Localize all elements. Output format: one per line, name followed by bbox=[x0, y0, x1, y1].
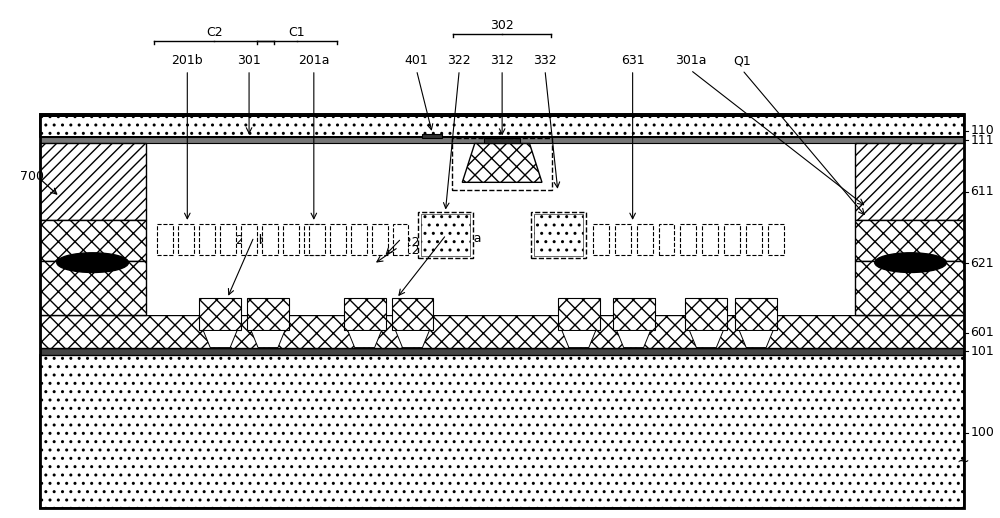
Text: 322: 322 bbox=[447, 54, 471, 67]
Ellipse shape bbox=[875, 253, 946, 272]
Bar bbox=[351, 224, 367, 255]
Text: 222: 222 bbox=[397, 236, 420, 249]
Bar bbox=[746, 224, 762, 255]
Bar bbox=[418, 212, 473, 258]
Bar bbox=[40, 315, 964, 348]
Bar bbox=[531, 212, 586, 258]
Bar bbox=[680, 224, 696, 255]
Text: 601: 601 bbox=[970, 326, 994, 339]
Text: 621: 621 bbox=[970, 256, 994, 270]
Text: 301: 301 bbox=[237, 54, 261, 67]
Text: 631: 631 bbox=[621, 54, 644, 67]
Bar bbox=[262, 224, 278, 255]
Bar bbox=[199, 224, 215, 255]
Bar bbox=[146, 143, 858, 315]
Bar bbox=[452, 138, 552, 190]
Polygon shape bbox=[396, 330, 429, 348]
Text: ~: ~ bbox=[956, 454, 969, 468]
Bar bbox=[330, 224, 346, 255]
Bar bbox=[157, 224, 173, 255]
Bar bbox=[534, 214, 583, 256]
Text: 302: 302 bbox=[490, 19, 514, 32]
Bar bbox=[393, 224, 408, 255]
Bar bbox=[40, 261, 146, 315]
Bar bbox=[344, 298, 386, 330]
Bar bbox=[659, 224, 674, 255]
Bar bbox=[593, 224, 609, 255]
Bar bbox=[702, 224, 718, 255]
Bar bbox=[241, 224, 257, 255]
Text: 332: 332 bbox=[533, 54, 557, 67]
Text: 101: 101 bbox=[970, 344, 994, 358]
Bar bbox=[40, 136, 964, 138]
Bar bbox=[484, 138, 520, 143]
Bar bbox=[220, 224, 236, 255]
Ellipse shape bbox=[57, 253, 129, 272]
Text: C2: C2 bbox=[206, 26, 223, 39]
Text: 700: 700 bbox=[20, 169, 44, 183]
Bar bbox=[613, 298, 655, 330]
Bar bbox=[40, 114, 964, 137]
Bar bbox=[199, 298, 241, 330]
Bar bbox=[392, 298, 433, 330]
Bar bbox=[40, 143, 146, 220]
Bar bbox=[40, 220, 146, 261]
Text: 111: 111 bbox=[970, 134, 994, 147]
Text: 201a: 201a bbox=[298, 54, 330, 67]
Bar bbox=[735, 298, 777, 330]
Bar bbox=[855, 261, 964, 315]
Text: 611: 611 bbox=[970, 185, 994, 198]
Bar bbox=[685, 298, 727, 330]
Text: 110: 110 bbox=[970, 124, 994, 137]
Text: 100: 100 bbox=[970, 426, 994, 439]
Text: 202b: 202b bbox=[235, 234, 267, 247]
Bar bbox=[40, 114, 964, 117]
Bar bbox=[309, 224, 325, 255]
Polygon shape bbox=[739, 330, 773, 348]
Bar bbox=[558, 298, 600, 330]
Bar bbox=[855, 143, 964, 220]
Polygon shape bbox=[203, 330, 237, 348]
Bar bbox=[615, 224, 631, 255]
Bar bbox=[724, 224, 740, 255]
Bar bbox=[40, 355, 964, 508]
Text: 312: 312 bbox=[490, 54, 514, 67]
Bar bbox=[304, 224, 320, 255]
Text: 202a: 202a bbox=[450, 232, 482, 245]
Text: 201b: 201b bbox=[171, 54, 203, 67]
Bar bbox=[637, 224, 653, 255]
Bar bbox=[768, 224, 784, 255]
Bar bbox=[178, 224, 194, 255]
Bar bbox=[247, 298, 289, 330]
Bar bbox=[372, 224, 388, 255]
Bar bbox=[421, 214, 470, 256]
Text: 401: 401 bbox=[405, 54, 428, 67]
Text: 301a: 301a bbox=[675, 54, 706, 67]
Text: 212: 212 bbox=[397, 244, 420, 257]
Bar bbox=[40, 348, 964, 355]
Polygon shape bbox=[462, 143, 542, 182]
Polygon shape bbox=[348, 330, 382, 348]
Bar bbox=[422, 134, 442, 138]
Polygon shape bbox=[689, 330, 723, 348]
Bar bbox=[40, 137, 964, 143]
Polygon shape bbox=[617, 330, 651, 348]
Bar bbox=[40, 114, 964, 508]
Bar bbox=[283, 224, 299, 255]
Polygon shape bbox=[251, 330, 285, 348]
Bar bbox=[855, 220, 964, 261]
Text: Q1: Q1 bbox=[733, 54, 751, 67]
Text: C1: C1 bbox=[289, 26, 305, 39]
Polygon shape bbox=[562, 330, 596, 348]
